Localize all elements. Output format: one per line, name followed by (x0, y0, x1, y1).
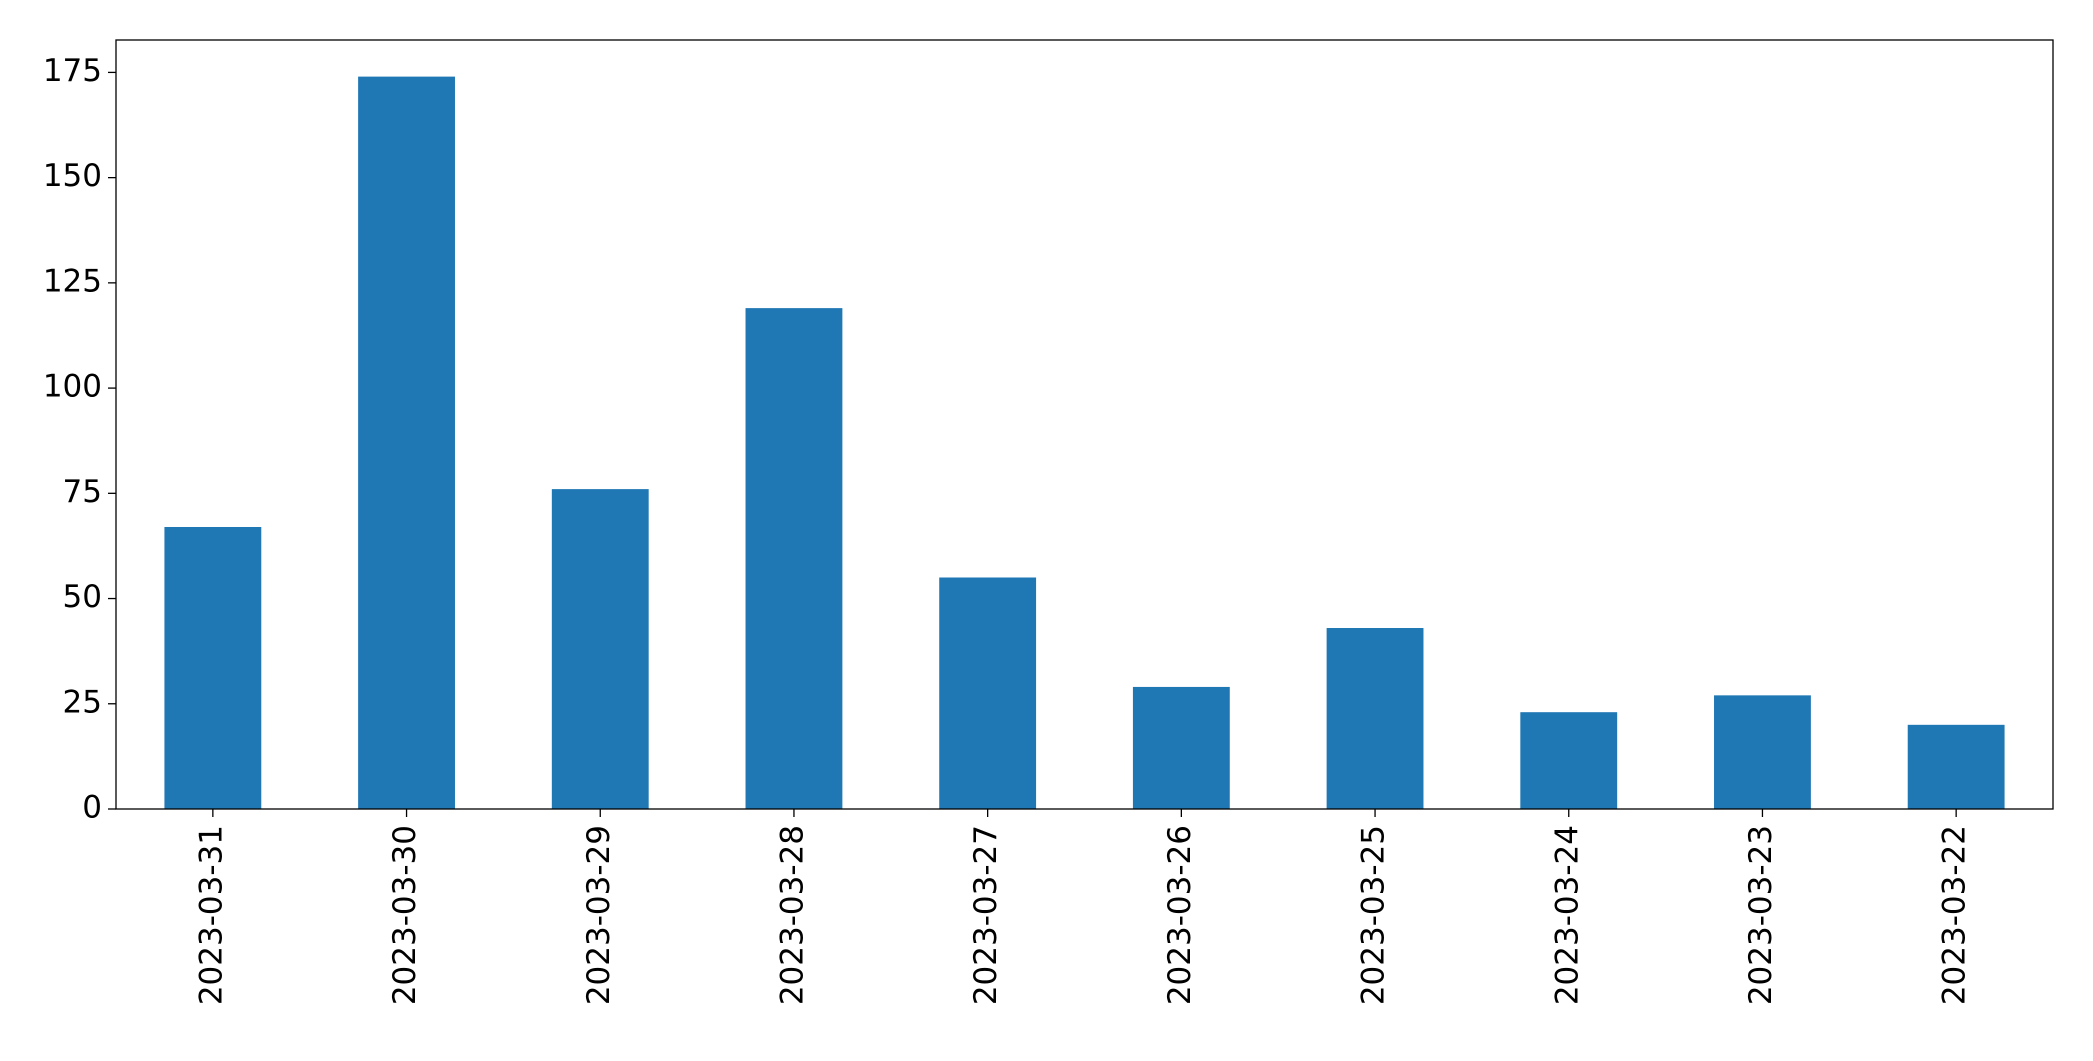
x-tick-label: 2023-03-25 (1356, 825, 1392, 1005)
x-tick-label: 2023-03-24 (1549, 825, 1585, 1005)
bar (939, 577, 1037, 809)
x-tick-label: 2023-03-30 (387, 825, 423, 1005)
bar (1520, 712, 1618, 809)
x-tick-label: 2023-03-26 (1162, 825, 1198, 1005)
y-tick-label: 100 (43, 369, 102, 405)
bar (1132, 686, 1230, 809)
y-tick-label: 0 (82, 790, 102, 826)
bar (1714, 695, 1811, 809)
bar (358, 76, 455, 810)
x-tick-label: 2023-03-31 (193, 825, 229, 1005)
bar (1907, 724, 2005, 809)
y-tick-label: 125 (43, 263, 102, 299)
x-tick-label: 2023-03-28 (774, 825, 810, 1005)
y-tick-label: 150 (43, 158, 102, 194)
y-tick-label: 175 (43, 53, 102, 89)
y-tick-label: 25 (63, 684, 102, 720)
bar (551, 489, 649, 809)
bar (745, 308, 843, 809)
y-tick-label: 50 (63, 579, 102, 615)
x-tick-label: 2023-03-29 (581, 825, 617, 1005)
x-tick-label: 2023-03-23 (1743, 825, 1779, 1005)
plot-frame (115, 39, 2054, 810)
bar (164, 526, 262, 809)
bar (1326, 628, 1424, 809)
x-tick-label: 2023-03-22 (1937, 825, 1973, 1005)
y-tick-label: 75 (63, 474, 102, 510)
x-tick-label: 2023-03-27 (968, 825, 1004, 1005)
